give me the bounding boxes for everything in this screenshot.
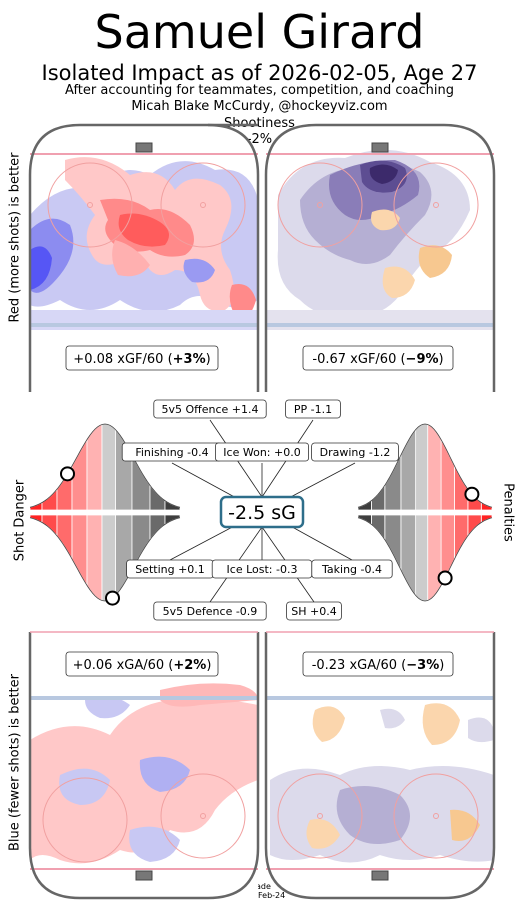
component-label-2: Finishing -0.4 <box>121 442 223 462</box>
defence-shootiness-box: -0.23 xGA/60 (−3%) <box>302 651 454 677</box>
finishing-distribution-band-8 <box>149 484 166 511</box>
setting-distribution-band-5 <box>101 514 116 602</box>
svg-text:-0.67 xGF/60 (−9%): -0.67 xGF/60 (−9%) <box>312 352 443 367</box>
rink-lines-top <box>30 142 494 327</box>
defence-shot-danger-heatmap <box>30 683 258 898</box>
defence-shot-danger-box: +0.06 xGA/60 (+2%) <box>65 651 219 677</box>
component-label-1: PP -1.1 <box>285 399 341 419</box>
svg-text:-0.23 xGA/60 (−3%): -0.23 xGA/60 (−3%) <box>312 658 445 673</box>
defence-shootiness-heatmap <box>270 703 494 863</box>
total-sg-box: -2.5 sG <box>219 495 305 529</box>
rink-lines-bottom <box>30 696 494 881</box>
drawing-distribution-band-8 <box>371 483 386 511</box>
finishing-distribution-band-4 <box>86 423 103 511</box>
component-labels: 5v5 Offence +1.4 PP -1.1 Finishing -0.4 Ice… <box>121 399 399 621</box>
drawing-distribution-band-6 <box>400 428 417 511</box>
rink-outline-bottom-left <box>28 632 260 900</box>
taking-distribution-band-2 <box>454 514 469 560</box>
offence-shot-danger-heatmap <box>30 157 258 330</box>
svg-text:+0.08 xGF/60 (+3%): +0.08 xGF/60 (+3%) <box>73 352 210 367</box>
taking-distribution-band-8 <box>371 514 386 542</box>
component-text-1: PP -1.1 <box>294 403 332 416</box>
offence-shot-danger-box: +0.08 xGF/60 (+3%) <box>65 345 219 371</box>
component-text-8: 5v5 Defence -0.9 <box>163 605 258 618</box>
drawing-distribution-band-2 <box>454 465 469 511</box>
drawing-distribution-band-5 <box>415 423 429 511</box>
component-text-5: Setting +0.1 <box>135 563 205 576</box>
setting-distribution-band-4 <box>86 514 103 602</box>
taking-distribution-band-4 <box>427 514 442 602</box>
rink-outline-top-left <box>28 123 258 392</box>
component-label-3: Ice Won: +0.0 <box>214 442 309 462</box>
offence-shootiness-xgf: -0.67 xGF/60 ( <box>312 352 405 367</box>
component-text-6: Ice Lost: -0.3 <box>227 563 298 576</box>
offence-xgf: +0.08 xGF/60 ( <box>73 352 172 367</box>
setting-distribution-band-2 <box>56 514 73 561</box>
offence-xgf-pct: +3% <box>173 352 206 367</box>
offence-shootiness-pct: −9% <box>406 352 439 367</box>
defence-shootiness-pct: −3% <box>406 658 439 673</box>
finishing-distribution-band-7 <box>131 454 151 511</box>
taking-distribution-band-6 <box>400 514 417 597</box>
total-sg-value: -2.5 sG <box>228 502 296 524</box>
finishing-distribution-band-6 <box>115 428 133 511</box>
defence-xga: +0.06 xGA/60 ( <box>73 658 174 673</box>
taking-distribution-band-5 <box>415 514 429 602</box>
rink-outline-bottom-right <box>264 632 496 900</box>
rink-divider-top <box>207 123 260 392</box>
adjustment-note: After accounting for teammates, competit… <box>65 83 454 98</box>
page-subtitle: Isolated Impact as of 2026-02-05, Age 27 <box>41 61 478 85</box>
component-label-5: Setting +0.1 <box>126 559 214 579</box>
component-label-0: 5v5 Offence +1.4 <box>153 399 267 419</box>
rink-outline-top-right <box>264 123 496 392</box>
percentile-distributions <box>29 423 493 606</box>
shootiness-value: -2% <box>246 132 273 147</box>
finishing-distribution-marker <box>60 466 75 482</box>
drawing-distribution-band-4 <box>427 423 442 511</box>
component-text-2: Finishing -0.4 <box>135 446 208 459</box>
drawing-distribution-band-7 <box>384 454 402 511</box>
component-label-7: Taking -0.4 <box>311 559 393 579</box>
author-credit: Micah Blake McCurdy, @hockeyviz.com <box>131 99 388 114</box>
taking-distribution-marker <box>437 570 453 586</box>
defence-xga-pct: +2% <box>173 658 206 673</box>
drawing-distribution <box>357 423 493 511</box>
shootiness-label: Shootiness <box>224 116 295 131</box>
page-title: Samuel Girard <box>94 5 425 59</box>
component-label-4: Drawing -1.2 <box>311 442 399 462</box>
offence-shootiness-box: -0.67 xGF/60 (−9%) <box>302 345 454 371</box>
setting-distribution-marker <box>105 590 120 606</box>
setting-distribution <box>29 514 181 606</box>
svg-text:+0.06 xGA/60 (+2%): +0.06 xGA/60 (+2%) <box>73 658 212 673</box>
setting-distribution-band-8 <box>149 514 166 541</box>
component-label-8: 5v5 Defence -0.9 <box>153 601 267 621</box>
taking-distribution <box>357 514 493 602</box>
finishing-distribution-band-5 <box>101 423 116 511</box>
made-stamp: Made 2026-Feb-24 <box>220 882 300 900</box>
setting-distribution-band-3 <box>71 514 88 587</box>
component-text-0: 5v5 Offence +1.4 <box>161 403 258 416</box>
drawing-distribution-band-3 <box>440 438 455 511</box>
defence-shootiness-xga: -0.23 xGA/60 ( <box>312 658 407 673</box>
component-text-9: SH +0.4 <box>291 605 336 618</box>
setting-distribution-band-6 <box>115 514 133 597</box>
offence-shootiness-heatmap <box>266 149 494 330</box>
component-label-9: SH +0.4 <box>286 601 342 621</box>
made-label: Made <box>249 882 271 891</box>
made-date: 2026-Feb-24 <box>234 891 286 900</box>
finishing-distribution <box>29 423 181 511</box>
component-text-4: Drawing -1.2 <box>320 446 391 459</box>
drawing-distribution-marker <box>464 486 480 502</box>
component-label-6: Ice Lost: -0.3 <box>211 559 313 579</box>
component-text-3: Ice Won: +0.0 <box>223 446 300 459</box>
component-text-7: Taking -0.4 <box>321 563 382 576</box>
